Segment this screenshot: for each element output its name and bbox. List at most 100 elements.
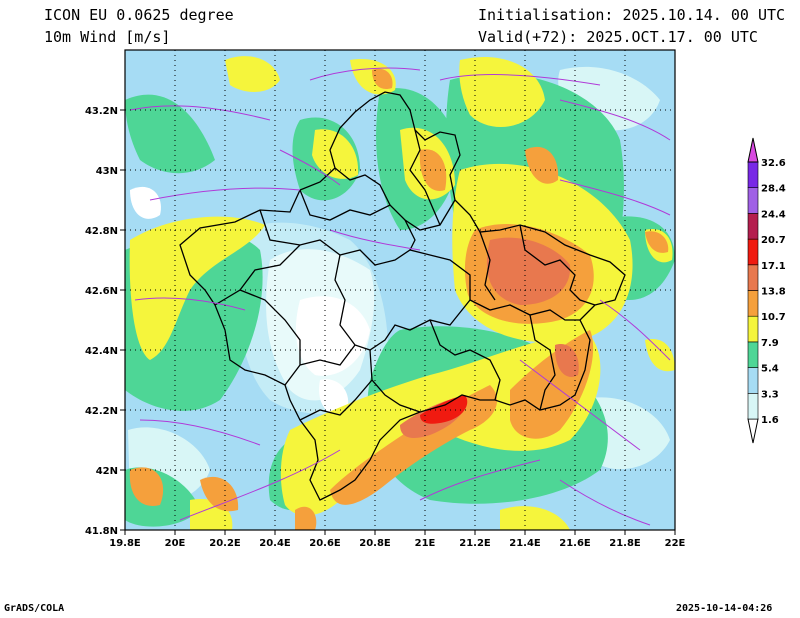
wind-band-orange bbox=[372, 68, 393, 90]
boundaries bbox=[179, 91, 626, 501]
field-title: 10m Wind [m/s] bbox=[44, 28, 171, 46]
colorbar-label: 10.7 bbox=[761, 312, 786, 323]
region-border bbox=[299, 189, 456, 231]
streamline bbox=[559, 479, 651, 526]
colorbar-label: 5.4 bbox=[761, 364, 779, 375]
streamlines bbox=[129, 67, 671, 526]
streamline bbox=[149, 187, 301, 201]
wind-band-salmon bbox=[554, 344, 579, 377]
streamline bbox=[129, 105, 271, 121]
wind-band-salmon bbox=[486, 237, 571, 305]
region-border bbox=[299, 379, 373, 421]
wind-band-yellow bbox=[312, 129, 359, 179]
wind-band-orange bbox=[645, 231, 669, 253]
region-border bbox=[404, 219, 416, 251]
calm-area bbox=[130, 186, 161, 219]
x-tick-label: 20.8E bbox=[359, 538, 391, 549]
model-title: ICON EU 0.0625 degree bbox=[44, 6, 234, 24]
colorbar-segment bbox=[747, 290, 759, 317]
y-axis-labels: 43.2N 43N 42.8N 42.6N 42.4N 42.2N 42N 41… bbox=[85, 106, 118, 537]
colorbar-label: 24.4 bbox=[761, 209, 786, 220]
colorbar-label: 13.8 bbox=[761, 287, 786, 298]
region-border bbox=[239, 289, 301, 386]
wind-band-orange bbox=[525, 146, 559, 184]
y-tick-label: 43.2N bbox=[85, 106, 118, 117]
colorbar-label: 28.4 bbox=[761, 184, 786, 195]
colorbar-segment bbox=[747, 161, 759, 189]
region-border bbox=[334, 254, 471, 351]
colorbar-label: 20.7 bbox=[761, 235, 786, 246]
credit-label: GrADS/COLA bbox=[4, 603, 65, 614]
colorbar-label: 3.3 bbox=[761, 389, 779, 400]
colorbar-label: 17.1 bbox=[761, 261, 786, 272]
x-tick-label: 20.2E bbox=[209, 538, 241, 549]
y-tick-label: 42.8N bbox=[85, 226, 118, 237]
y-tick-label: 42N bbox=[96, 466, 118, 477]
streamline bbox=[419, 459, 541, 501]
x-tick-label: 22E bbox=[665, 538, 686, 549]
colorbar-segment bbox=[747, 187, 759, 214]
streamline bbox=[519, 359, 641, 451]
colorbar-segment bbox=[747, 238, 759, 266]
wind-band-red bbox=[420, 395, 468, 424]
country-border bbox=[179, 91, 626, 501]
wind-band-orange bbox=[295, 506, 317, 530]
streamline bbox=[309, 67, 421, 81]
wind-band-orange bbox=[419, 149, 447, 191]
streamline bbox=[559, 179, 671, 216]
colorbar-label: 32.6 bbox=[761, 158, 786, 169]
calm-area bbox=[319, 379, 349, 416]
x-tick-label: 20.6E bbox=[309, 538, 341, 549]
timestamp-label: 2025-10-14-04:26 bbox=[676, 603, 773, 614]
x-tick-label: 20E bbox=[165, 538, 186, 549]
colorbar: 1.6 3.3 5.4 7.9 10.7 13.8 17.1 20.7 24.4 28.4 32.6 bbox=[747, 137, 786, 444]
colorbar-segment bbox=[747, 264, 759, 291]
streamline bbox=[134, 297, 246, 311]
x-axis-labels: 19.8E 20E 20.2E 20.4E 20.6E 20.8E 21E 21… bbox=[109, 538, 685, 549]
valid-time: Valid(+72): 2025.OCT.17. 00 UTC bbox=[478, 28, 758, 46]
wind-band-yellow bbox=[129, 216, 265, 360]
colorbar-label: 1.6 bbox=[761, 415, 779, 426]
wind-band-orange bbox=[129, 467, 164, 506]
streamline bbox=[559, 99, 671, 141]
wind-band-green bbox=[125, 94, 215, 174]
region-border bbox=[299, 344, 356, 366]
colorbar-label: 7.9 bbox=[761, 338, 779, 349]
colorbar-segment bbox=[747, 367, 759, 394]
x-tick-label: 21.6E bbox=[559, 538, 591, 549]
colorbar-upper-arrow bbox=[747, 137, 759, 163]
x-tick-label: 19.8E bbox=[109, 538, 141, 549]
y-tick-label: 41.8N bbox=[85, 526, 118, 537]
x-tick-label: 20.4E bbox=[259, 538, 291, 549]
x-tick-label: 21.2E bbox=[459, 538, 491, 549]
y-tick-label: 42.4N bbox=[85, 346, 118, 357]
region-border bbox=[214, 244, 301, 306]
region-border bbox=[529, 314, 556, 411]
y-tick-label: 43N bbox=[96, 166, 118, 177]
colorbar-segment bbox=[747, 213, 759, 240]
streamline bbox=[139, 419, 261, 446]
streamline bbox=[329, 229, 421, 251]
calm-area bbox=[295, 296, 370, 376]
streamline bbox=[279, 149, 341, 186]
x-tick-label: 21E bbox=[415, 538, 436, 549]
wind-band-yellow bbox=[645, 339, 675, 372]
y-tick-label: 42.2N bbox=[85, 406, 118, 417]
tick-marks bbox=[120, 109, 676, 535]
streamline bbox=[599, 299, 671, 361]
wind-band-orange bbox=[200, 476, 239, 512]
region-border bbox=[369, 349, 421, 413]
colorbar-segment bbox=[747, 315, 759, 343]
x-tick-label: 21.4E bbox=[509, 538, 541, 549]
colorbar-segment bbox=[747, 341, 759, 368]
wind-band-yellow bbox=[225, 56, 280, 92]
y-tick-label: 42.6N bbox=[85, 286, 118, 297]
grid bbox=[125, 50, 675, 530]
region-border bbox=[334, 167, 391, 206]
region-border bbox=[479, 231, 496, 301]
init-time: Initialisation: 2025.10.14. 00 UTC bbox=[478, 6, 786, 24]
wind-band-yellow bbox=[500, 506, 570, 530]
colorbar-segment bbox=[747, 392, 759, 420]
streamline bbox=[439, 74, 601, 86]
